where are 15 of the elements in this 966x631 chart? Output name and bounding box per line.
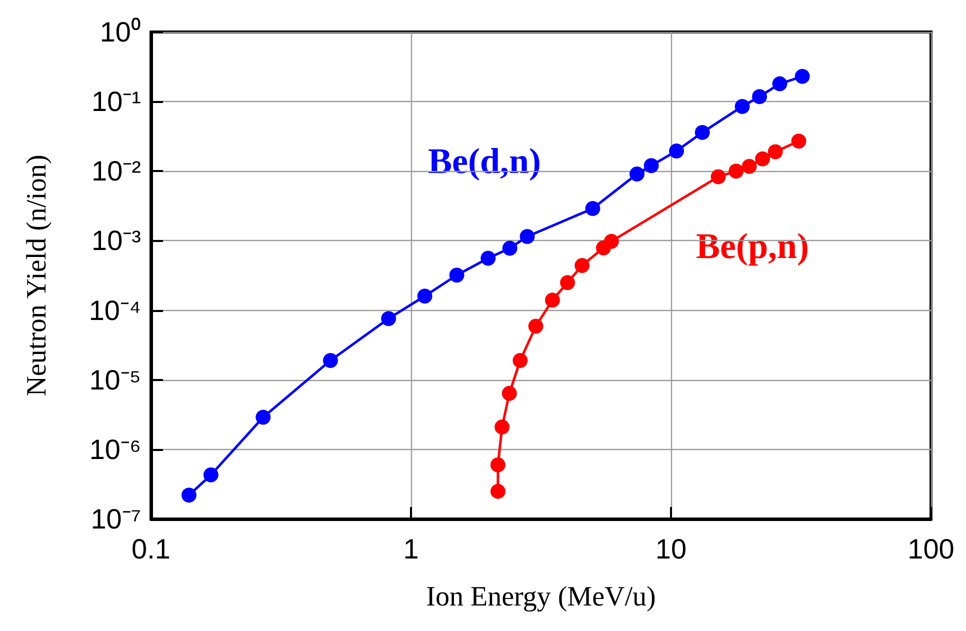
y-axis-title: Neutron Yield (n/ion) [22, 154, 52, 396]
series-label: Be(p,n) [696, 226, 810, 266]
y-tick-label: 10⁻⁵ [89, 364, 141, 396]
y-tick-label: 10⁻³ [92, 225, 141, 256]
x-tick-label: 100 [908, 534, 954, 564]
y-tick-label: 10⁻⁴ [88, 294, 141, 326]
y-tick-label: 10⁻¹ [92, 86, 141, 118]
y-tick-label: 10⁻² [92, 156, 141, 187]
x-tick-label: 1 [403, 534, 419, 564]
x-tick-label: 0.1 [132, 534, 170, 564]
y-tick-label: 10⁻⁷ [90, 504, 141, 534]
y-tick-label: 10⁰ [100, 16, 141, 48]
x-axis-title: Ion Energy (MeV/u) [426, 582, 656, 612]
x-tick-label: 10 [655, 534, 687, 564]
y-tick-label: 10⁻⁶ [89, 434, 141, 465]
